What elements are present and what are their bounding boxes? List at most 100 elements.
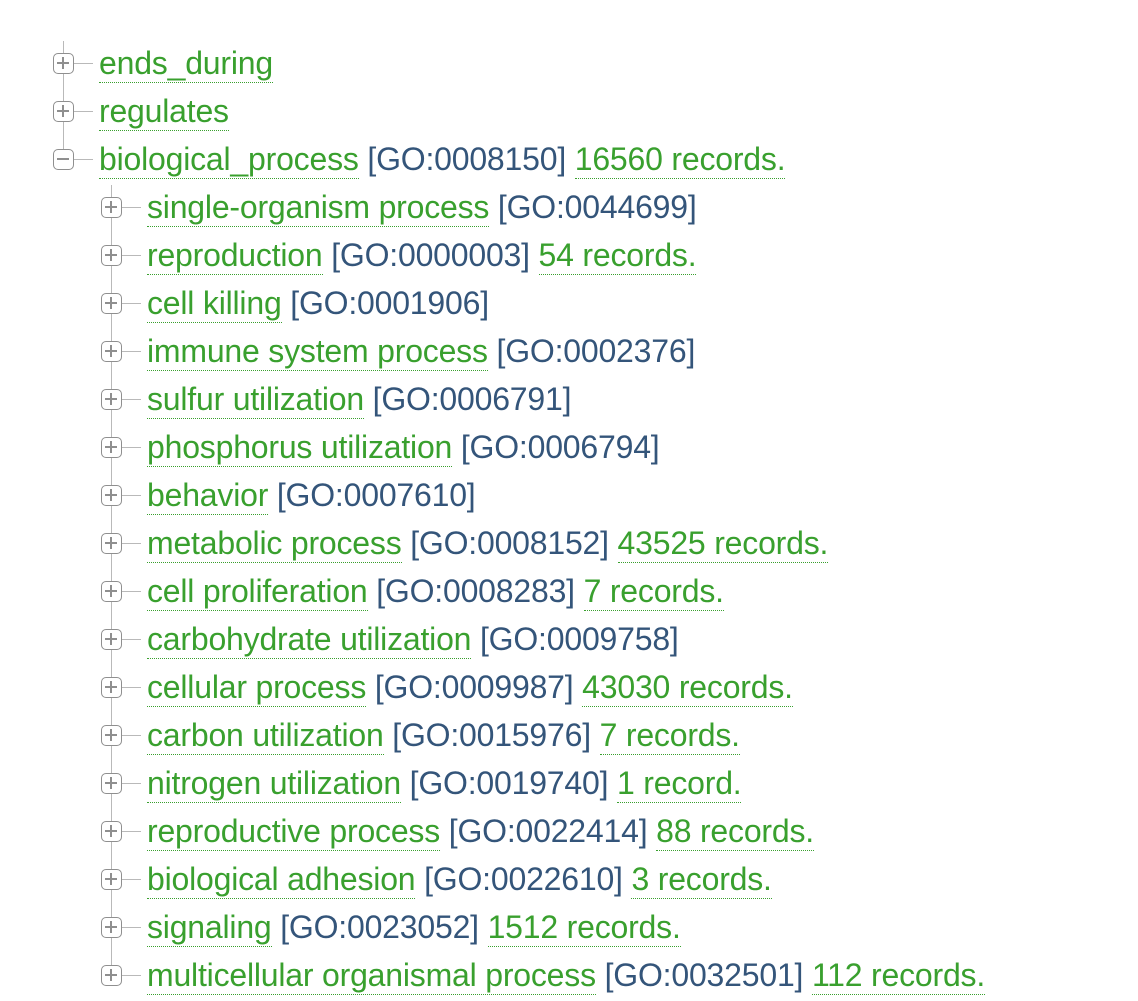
connector-line <box>74 111 93 112</box>
child-tree-node: metabolic process [GO:0008152] 43525 rec… <box>0 521 1138 569</box>
node-label: nitrogen utilization [GO:0019740] 1 reco… <box>147 765 742 803</box>
records-count-link[interactable]: 1512 records. <box>487 909 681 947</box>
plus-square-icon[interactable] <box>101 389 122 410</box>
records-count-link[interactable]: 1 record. <box>617 765 742 803</box>
go-id: [GO:0006791] <box>372 381 572 417</box>
child-tree-node: cell proliferation [GO:0008283] 7 record… <box>0 569 1138 617</box>
tree-node: ends_during <box>0 41 1138 89</box>
plus-square-icon[interactable] <box>101 245 122 266</box>
go-id: [GO:0001906] <box>290 285 489 321</box>
plus-square-icon[interactable] <box>101 437 122 458</box>
child-tree-node: behavior [GO:0007610] <box>0 473 1138 521</box>
child-tree-node: sulfur utilization [GO:0006791] <box>0 377 1138 425</box>
term-name-link[interactable]: signaling <box>147 909 272 947</box>
records-count-link[interactable]: 112 records. <box>811 957 986 995</box>
plus-square-icon[interactable] <box>101 341 122 362</box>
plus-square-icon[interactable] <box>101 821 122 842</box>
records-count-link[interactable]: 3 records. <box>631 861 772 899</box>
plus-square-icon[interactable] <box>101 485 122 506</box>
plus-square-icon[interactable] <box>101 773 122 794</box>
records-count-link[interactable]: 54 records. <box>538 237 697 275</box>
node-label: ends_during <box>99 45 273 83</box>
term-name-link[interactable]: carbohydrate utilization <box>147 621 472 659</box>
node-label: biological_process [GO:0008150] 16560 re… <box>99 141 786 179</box>
minus-square-icon[interactable] <box>53 149 74 170</box>
plus-square-icon[interactable] <box>101 629 122 650</box>
go-id: [GO:0023052] <box>280 909 479 945</box>
term-name-link[interactable]: metabolic process <box>147 525 402 563</box>
child-tree-node: immune system process [GO:0002376] <box>0 329 1138 377</box>
child-tree-node: single-organism process [GO:0044699] <box>0 185 1138 233</box>
term-name-link[interactable]: reproductive process <box>147 813 441 851</box>
go-id: [GO:0002376] <box>496 333 696 369</box>
go-id: [GO:0009987] <box>374 669 574 705</box>
tree-node: regulates <box>0 89 1138 137</box>
go-id: [GO:0009758] <box>479 621 679 657</box>
term-name-link[interactable]: nitrogen utilization <box>147 765 401 803</box>
term-name-link[interactable]: biological adhesion <box>147 861 416 899</box>
plus-square-icon[interactable] <box>101 581 122 602</box>
term-name-link[interactable]: cellular process <box>147 669 367 707</box>
records-count-link[interactable]: 43525 records. <box>617 525 829 563</box>
connector-line <box>74 63 93 64</box>
term-name-link[interactable]: immune system process <box>147 333 488 371</box>
plus-square-icon[interactable] <box>101 917 122 938</box>
node-label: cell proliferation [GO:0008283] 7 record… <box>147 573 724 611</box>
records-count-link[interactable]: 88 records. <box>656 813 814 851</box>
term-name-link[interactable]: carbon utilization <box>147 717 384 755</box>
plus-square-icon[interactable] <box>101 293 122 314</box>
go-id: [GO:0007610] <box>276 477 476 513</box>
plus-square-icon[interactable] <box>101 869 122 890</box>
plus-square-icon[interactable] <box>53 101 74 122</box>
connector-line <box>122 255 141 256</box>
term-name-link[interactable]: cell proliferation <box>147 573 368 611</box>
connector-line <box>122 927 141 928</box>
connector-line <box>122 351 141 352</box>
plus-square-icon[interactable] <box>101 965 122 986</box>
go-term-tree: ends_during regulates biological_process [… <box>0 41 1138 995</box>
connector-line <box>122 975 141 976</box>
term-name-link[interactable]: regulates <box>99 93 229 131</box>
node-label: reproduction [GO:0000003] 54 records. <box>147 237 697 275</box>
term-name-link[interactable]: sulfur utilization <box>147 381 364 419</box>
node-label: immune system process [GO:0002376] <box>147 333 696 371</box>
term-name-link[interactable]: single-organism process <box>147 189 490 227</box>
term-name-link[interactable]: multicellular organismal process <box>147 957 596 995</box>
plus-square-icon[interactable] <box>53 53 74 74</box>
connector-line <box>122 831 141 832</box>
connector-line <box>122 879 141 880</box>
connector-line <box>122 399 141 400</box>
plus-square-icon[interactable] <box>101 725 122 746</box>
child-tree-node: biological adhesion [GO:0022610] 3 recor… <box>0 857 1138 905</box>
go-id: [GO:0019740] <box>409 765 609 801</box>
plus-square-icon[interactable] <box>101 533 122 554</box>
node-label: sulfur utilization [GO:0006791] <box>147 381 572 419</box>
tree-connector-vertical <box>63 41 64 149</box>
node-label: behavior [GO:0007610] <box>147 477 476 515</box>
node-label: biological adhesion [GO:0022610] 3 recor… <box>147 861 772 899</box>
records-count-link[interactable]: 43030 records. <box>582 669 793 707</box>
child-tree-node: reproduction [GO:0000003] 54 records. <box>0 233 1138 281</box>
term-name-link[interactable]: behavior <box>147 477 269 515</box>
records-count-link[interactable]: 7 records. <box>583 573 724 611</box>
term-name-link[interactable]: cell killing <box>147 285 282 323</box>
records-count-link[interactable]: 16560 records. <box>574 141 786 179</box>
child-tree-node: multicellular organismal process [GO:003… <box>0 953 1138 1001</box>
connector-line <box>122 639 141 640</box>
term-name-link[interactable]: phosphorus utilization <box>147 429 453 467</box>
child-tree-node: nitrogen utilization [GO:0019740] 1 reco… <box>0 761 1138 809</box>
term-name-link[interactable]: reproduction <box>147 237 323 275</box>
connector-line <box>122 447 141 448</box>
term-name-link[interactable]: biological_process <box>99 141 359 179</box>
go-id: [GO:0006794] <box>460 429 660 465</box>
term-name-link[interactable]: ends_during <box>99 45 273 83</box>
node-label: multicellular organismal process [GO:003… <box>147 957 986 995</box>
records-count-link[interactable]: 7 records. <box>599 717 740 755</box>
go-id: [GO:0008152] <box>410 525 609 561</box>
connector-line <box>122 687 141 688</box>
plus-square-icon[interactable] <box>101 677 122 698</box>
child-tree-node: carbon utilization [GO:0015976] 7 record… <box>0 713 1138 761</box>
connector-line <box>122 495 141 496</box>
plus-square-icon[interactable] <box>101 197 122 218</box>
node-label: cell killing [GO:0001906] <box>147 285 489 323</box>
